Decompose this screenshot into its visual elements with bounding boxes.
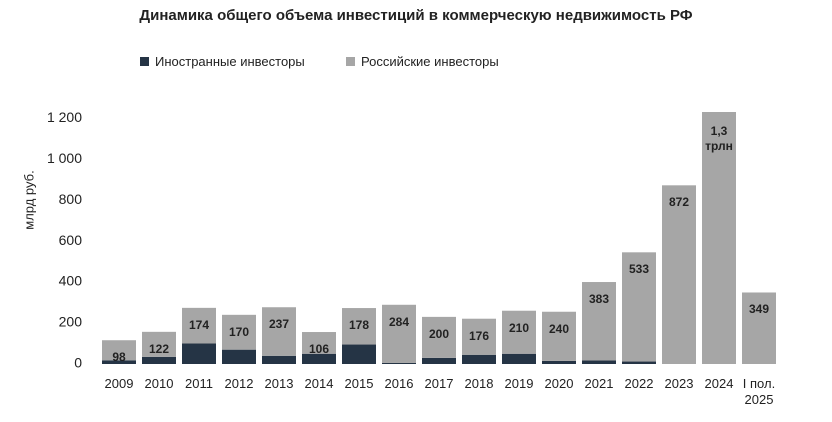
value-label: 872 — [668, 195, 690, 210]
x-tick-label: 2010 — [144, 376, 174, 391]
legend-item: Иностранные инвесторы — [140, 54, 305, 69]
bar-segment — [142, 356, 176, 364]
bar-segment — [742, 292, 776, 364]
bar-segment — [142, 331, 176, 357]
legend-label: Иностранные инвесторы — [155, 54, 305, 69]
value-label: 240 — [548, 321, 570, 336]
x-tick-label: 2020 — [544, 376, 574, 391]
x-tick-label: 2019 — [504, 376, 534, 391]
value-label: 533 — [628, 262, 650, 277]
value-label: 176 — [468, 328, 490, 343]
x-tick-label: 2009 — [104, 376, 134, 391]
y-tick-label: 400 — [59, 273, 83, 289]
x-tick-label: 2023 — [664, 376, 694, 391]
x-tick-label: 2014 — [304, 376, 334, 391]
chart-title: Динамика общего объема инвестиций в комм… — [139, 7, 692, 24]
bar-segment — [662, 185, 696, 364]
bar-segment — [102, 360, 136, 364]
value-label: 383 — [588, 292, 610, 307]
value-label: 237 — [268, 317, 290, 332]
value-label: 174 — [188, 317, 210, 332]
value-label: 1,3 трлн — [705, 124, 733, 153]
value-label: 200 — [428, 326, 450, 341]
x-tick-label: 2013 — [264, 376, 294, 391]
bar-segment — [302, 353, 336, 364]
x-tick-label: 2022 — [624, 376, 654, 391]
legend-label: Российские инвесторы — [361, 54, 499, 69]
legend-item: Российские инвесторы — [346, 54, 499, 69]
bar-segment — [462, 354, 496, 364]
bar-segment — [102, 340, 136, 361]
legend-swatch — [140, 57, 149, 66]
bar-segment — [422, 357, 456, 364]
bar-segment — [582, 282, 616, 361]
value-label: 122 — [148, 341, 170, 356]
bar-segment — [182, 343, 216, 364]
bar-segment — [382, 362, 416, 364]
x-tick-label: 2024 — [704, 376, 734, 391]
plot — [102, 112, 776, 364]
bar-segment — [462, 318, 496, 355]
y-tick-label: 0 — [74, 355, 82, 371]
bar-segment — [222, 314, 256, 350]
x-tick-label: 2012 — [224, 376, 254, 391]
legend-swatch — [346, 57, 355, 66]
y-axis-label: млрд руб. — [21, 170, 36, 229]
y-tick-label: 600 — [59, 232, 83, 248]
bar-segment — [622, 361, 656, 364]
x-tick-label: I пол. 2025 — [742, 376, 776, 407]
x-tick-label: 2021 — [584, 376, 614, 391]
value-label: 98 — [112, 350, 126, 365]
bar-segment — [502, 353, 536, 364]
bar-segment — [542, 360, 576, 364]
bar-segment — [262, 307, 296, 356]
value-label: 106 — [308, 342, 330, 357]
value-label: 284 — [388, 314, 410, 329]
x-tick-label: 2011 — [185, 376, 213, 391]
x-tick-label: 2016 — [384, 376, 414, 391]
y-tick-label: 200 — [59, 314, 83, 330]
x-tick-label: 2017 — [424, 376, 454, 391]
bar-segment — [622, 252, 656, 362]
bar-segment — [422, 316, 456, 358]
bar-segment — [342, 344, 376, 364]
value-label: 178 — [348, 318, 370, 333]
bar-segment — [182, 307, 216, 344]
x-tick-label: 2018 — [464, 376, 494, 391]
x-tick-label: 2015 — [344, 376, 374, 391]
bar-segment — [342, 308, 376, 345]
value-label: 210 — [508, 320, 530, 335]
bar-segment — [582, 360, 616, 364]
bar-segment — [262, 355, 296, 364]
value-label: 349 — [748, 302, 770, 317]
y-tick-label: 1 200 — [47, 109, 82, 125]
bar-segment — [502, 310, 536, 354]
bar-segment — [702, 112, 736, 364]
y-tick-label: 1 000 — [47, 150, 82, 166]
bar-segment — [542, 311, 576, 361]
y-tick-label: 800 — [59, 191, 83, 207]
bar-segment — [302, 332, 336, 354]
value-label: 170 — [228, 324, 250, 339]
bar-segment — [382, 304, 416, 363]
bar-segment — [222, 349, 256, 364]
